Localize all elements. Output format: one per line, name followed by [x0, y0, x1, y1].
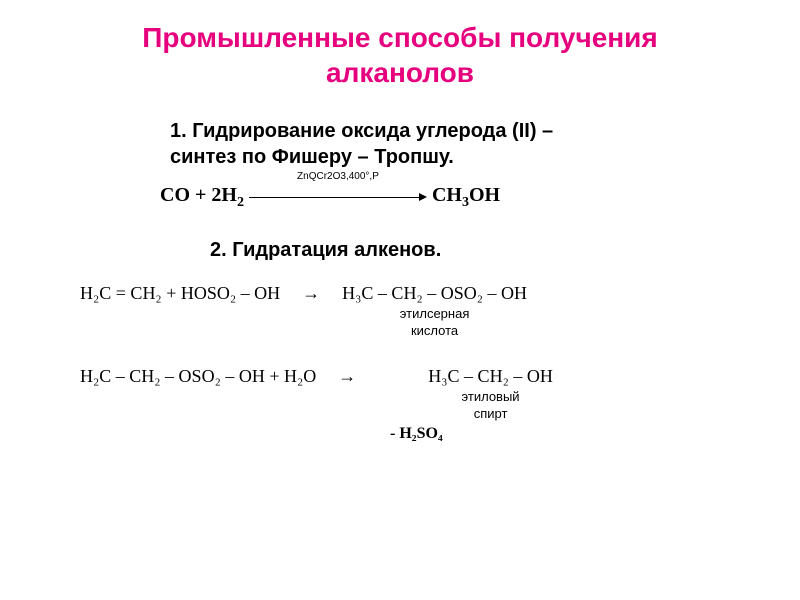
subheading-1: 1. Гидрирование оксида углерода (II) – с… [170, 118, 760, 170]
equation-3: H₂C – CH₂ – OSO₂ – OH + H₂O → H₃C – CH₂ … [80, 366, 760, 421]
title-line1: Промышленные способы получения [142, 22, 657, 53]
eq3-arrow: → [338, 366, 356, 387]
eq2-left: H₂C = CH₂ + HOSO₂ – OH [80, 283, 280, 304]
eq1-right2: OH [469, 184, 500, 206]
eq3-minus: - H₂SO₄ [390, 425, 760, 443]
sub2-text: 2. Гидратация алкенов. [210, 239, 441, 261]
subheading-2: 2. Гидратация алкенов. [210, 237, 760, 263]
eq1-left: CO + 2H [160, 184, 237, 206]
eq3-label: этиловый [428, 389, 553, 404]
eq1-right: CH [432, 184, 462, 206]
slide: Промышленные способы получения алканолов… [0, 0, 800, 600]
eq3-label2: спирт [428, 406, 553, 421]
eq1-condition: ZnQCr2O3,400°,P [249, 171, 427, 182]
sub1-line1: 1. Гидрирование оксида углерода (II) – [170, 120, 553, 142]
eq1-right-sub: 3 [462, 195, 469, 210]
eq1-left-sub: 2 [237, 195, 244, 210]
eq3-right: H₃C – CH₂ – OH [428, 366, 553, 387]
eq2-right-block: H₃C – CH₂ – OSO₂ – OH этилсерная кислота [342, 283, 527, 338]
eq3-right-block: H₃C – CH₂ – OH этиловый спирт [428, 366, 553, 421]
eq2-label2: кислота [342, 323, 527, 338]
equation-1: CO + 2H2 ZnQCr2O3,400°,P CH3OH [160, 184, 760, 211]
eq2-label: этилсерная [342, 306, 527, 321]
equation-2: H₂C = CH₂ + HOSO₂ – OH → H₃C – CH₂ – OSO… [80, 283, 760, 338]
title-line2: алканолов [326, 57, 474, 88]
sub1-line2: синтез по Фишеру – Тропшу. [170, 146, 454, 168]
eq2-right: H₃C – CH₂ – OSO₂ – OH [342, 283, 527, 304]
arrow-shaft [249, 197, 419, 198]
slide-title: Промышленные способы получения алканолов [40, 20, 760, 90]
eq1-arrow: ZnQCr2O3,400°,P [249, 185, 427, 208]
arrow-head-icon [419, 193, 427, 201]
eq2-arrow: → [302, 283, 320, 304]
eq3-left: H₂C – CH₂ – OSO₂ – OH + H₂O [80, 366, 316, 387]
